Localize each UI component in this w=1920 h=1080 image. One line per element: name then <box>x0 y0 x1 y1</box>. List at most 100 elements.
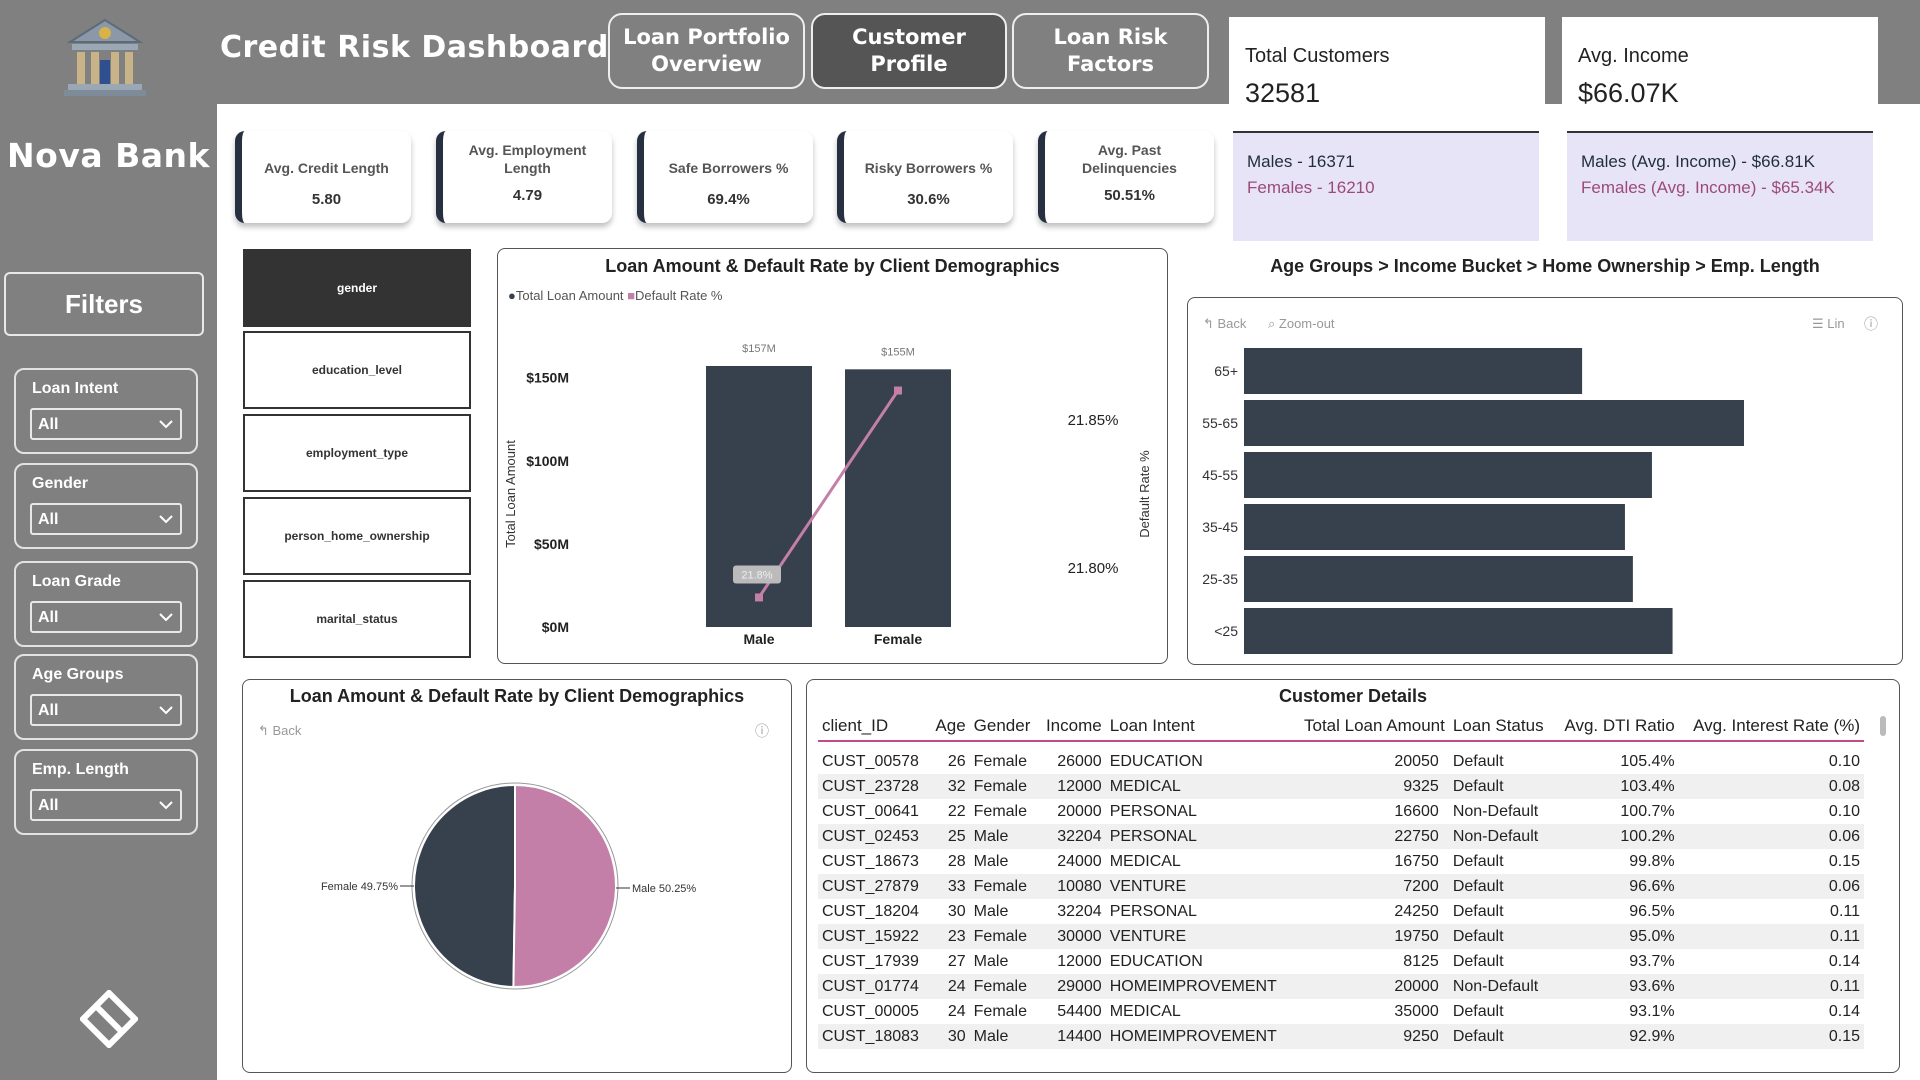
table-cell: Default <box>1452 752 1504 770</box>
age-group-bar[interactable] <box>1244 400 1744 446</box>
legend-dot-icon: ● <box>508 288 516 303</box>
age-group-bar[interactable] <box>1244 608 1673 654</box>
field-button-marital-status[interactable]: marital_status <box>243 580 471 658</box>
bank-name: Nova Bank <box>7 136 210 175</box>
column-header[interactable]: Avg. DTI Ratio <box>1553 712 1679 742</box>
y2-tick-label: 21.80% <box>1068 560 1119 577</box>
table-cell: EDUCATION <box>1109 752 1203 770</box>
table-cell: 24 <box>929 974 970 999</box>
filters-button[interactable]: Filters <box>4 272 204 336</box>
table-cell: Female <box>973 752 1028 770</box>
field-button-person-home-ownership[interactable]: person_home_ownership <box>243 497 471 575</box>
slicer-dropdown[interactable]: All <box>30 789 182 821</box>
table-row[interactable]: CUST_18673 28 Male 24000 MEDICAL 16750 Default… <box>818 849 1864 874</box>
table-cell: 19750 <box>1291 924 1449 949</box>
field-button-gender[interactable]: gender <box>243 249 471 327</box>
table-cell: 0.10 <box>1828 802 1860 820</box>
age-group-bar[interactable] <box>1244 556 1633 602</box>
table-row[interactable]: CUST_18204 30 Male 32204 PERSONAL 24250 Defaul… <box>818 899 1864 924</box>
legend-rate: Default Rate % <box>635 288 723 303</box>
slicer-dropdown[interactable]: All <box>30 408 182 440</box>
bar-male[interactable] <box>706 365 812 627</box>
pie-chart-back-button[interactable]: ↰ Back <box>258 723 302 738</box>
table-cell: 22750 <box>1291 824 1449 849</box>
back-label: Back <box>1217 316 1247 331</box>
pie-slice-female[interactable] <box>412 783 516 989</box>
bar-chart-lin-toggle[interactable]: ☰ Lin <box>1812 316 1845 331</box>
males-income: Males (Avg. Income) - $66.81K <box>1581 152 1816 171</box>
pie-chart-svg: Female 49.75% Male 50.25% <box>321 782 696 990</box>
slicer-label: Emp. Length <box>32 761 129 778</box>
default-rate-marker[interactable] <box>894 386 902 395</box>
kpi-card-value: 5.80 <box>311 191 342 208</box>
help-icon[interactable]: ⓘ <box>1864 316 1878 332</box>
table-row[interactable]: CUST_23728 32 Female 12000 MEDICAL 9325 Defaul… <box>818 774 1864 799</box>
age-group-bar[interactable] <box>1244 504 1625 550</box>
column-header[interactable]: Loan Status <box>1448 712 1554 742</box>
table-row[interactable]: CUST_00005 24 Female 54400 MEDICAL 35000 Defau… <box>818 999 1864 1024</box>
bar-chart-back-button[interactable]: ↰ Back <box>1203 316 1247 331</box>
bank-logo-icon <box>62 18 148 98</box>
slicer-value: All <box>38 511 59 528</box>
column-header[interactable]: Income <box>1038 712 1106 742</box>
column-header[interactable]: Avg. Interest Rate (%) <box>1678 712 1864 742</box>
table-cell: Male <box>973 902 1009 920</box>
table-cell: 29000 <box>1038 974 1106 999</box>
age-group-bar[interactable] <box>1244 348 1583 394</box>
age-group-bar[interactable] <box>1244 452 1652 498</box>
pie-chart-title: Loan Amount & Default Rate by Client Dem… <box>289 686 745 706</box>
table-cell: CUST_00005 <box>822 1002 919 1020</box>
column-header[interactable]: Gender <box>969 712 1039 742</box>
column-header[interactable]: Age <box>929 712 970 742</box>
bar-female[interactable] <box>845 369 951 627</box>
table-cell: 0.14 <box>1828 952 1860 970</box>
slicer-dropdown[interactable]: All <box>30 694 182 726</box>
help-icon[interactable]: ⓘ <box>755 723 769 739</box>
table-cell: Female <box>969 924 1039 949</box>
table-row[interactable]: CUST_00578 26 Female 26000 EDUCATION 20050 Def… <box>818 749 1864 774</box>
y2-axis-label: Default Rate % <box>1137 450 1152 538</box>
column-header[interactable]: client_ID <box>818 712 930 742</box>
table-cell: 32204 <box>1057 902 1102 920</box>
slicer-emp-length: Emp. Length All <box>14 749 198 835</box>
kpi-card-title: Safe Borrowers % <box>668 160 789 176</box>
table-row[interactable]: CUST_27879 33 Female 10080 VENTURE 7200 Defaul… <box>818 874 1864 899</box>
customer-table-wrap: client_ID Age Gender Income Loan Intent Total… <box>818 712 1864 1049</box>
table-row[interactable]: CUST_15922 23 Female 30000 VENTURE 19750 Defau… <box>818 924 1864 949</box>
slicer-value: All <box>38 797 59 814</box>
table-row[interactable]: CUST_01774 24 Female 29000 HOMEIMPROVEMENT 20… <box>818 974 1864 999</box>
field-button-education-level[interactable]: education_level <box>243 331 471 409</box>
table-row[interactable]: CUST_17939 27 Male 12000 EDUCATION 8125 Defaul… <box>818 949 1864 974</box>
table-cell: 16750 <box>1394 852 1439 870</box>
kpi-card-value: 4.79 <box>512 187 543 204</box>
table-row[interactable]: CUST_02453 25 Male 32204 PERSONAL 22750 Non-De… <box>818 824 1864 849</box>
table-row[interactable]: CUST_18083 30 Male 14400 HOMEIMPROVEMENT 9250… <box>818 1024 1864 1049</box>
age-group-label: 35-45 <box>1202 519 1238 535</box>
table-cell: Female <box>973 802 1028 820</box>
slicer-loan-grade: Loan Grade All <box>14 561 198 647</box>
table-cell: 0.11 <box>1678 974 1864 999</box>
default-rate-marker[interactable] <box>755 593 763 602</box>
kpi-value: 32581 <box>1245 78 1321 108</box>
slicer-value: All <box>38 416 59 433</box>
bar-chart-zoom-out-button[interactable]: ⌕ Zoom-out <box>1268 316 1335 331</box>
hbar-chart-svg: 65+ 55-65 45-55 35-45 25-35 <25 <box>1202 348 1744 654</box>
pie-slice-male[interactable] <box>512 783 617 988</box>
table-cell: 20000 <box>1057 802 1102 820</box>
age-group-label: 25-35 <box>1202 571 1238 587</box>
nav-customer-profile[interactable]: Customer Profile <box>811 13 1007 89</box>
zoom-out-label: Zoom-out <box>1278 316 1335 331</box>
table-row[interactable]: CUST_00641 22 Female 20000 PERSONAL 16600 Non-… <box>818 799 1864 824</box>
table-scrollbar[interactable] <box>1880 716 1886 736</box>
table-cell: CUST_17939 <box>822 952 919 970</box>
table-cell: Female <box>969 774 1039 799</box>
nav-loan-portfolio-overview[interactable]: Loan Portfolio Overview <box>608 13 805 89</box>
field-button-employment-type[interactable]: employment_type <box>243 414 471 492</box>
nav-loan-risk-factors[interactable]: Loan Risk Factors <box>1012 13 1209 89</box>
column-header[interactable]: Loan Intent <box>1105 712 1292 742</box>
table-cell: Male <box>973 852 1009 870</box>
slicer-dropdown[interactable]: All <box>30 601 182 633</box>
column-header[interactable]: Total Loan Amount <box>1291 712 1449 742</box>
y2-tick-label: 21.85% <box>1068 412 1119 429</box>
slicer-dropdown[interactable]: All <box>30 503 182 535</box>
